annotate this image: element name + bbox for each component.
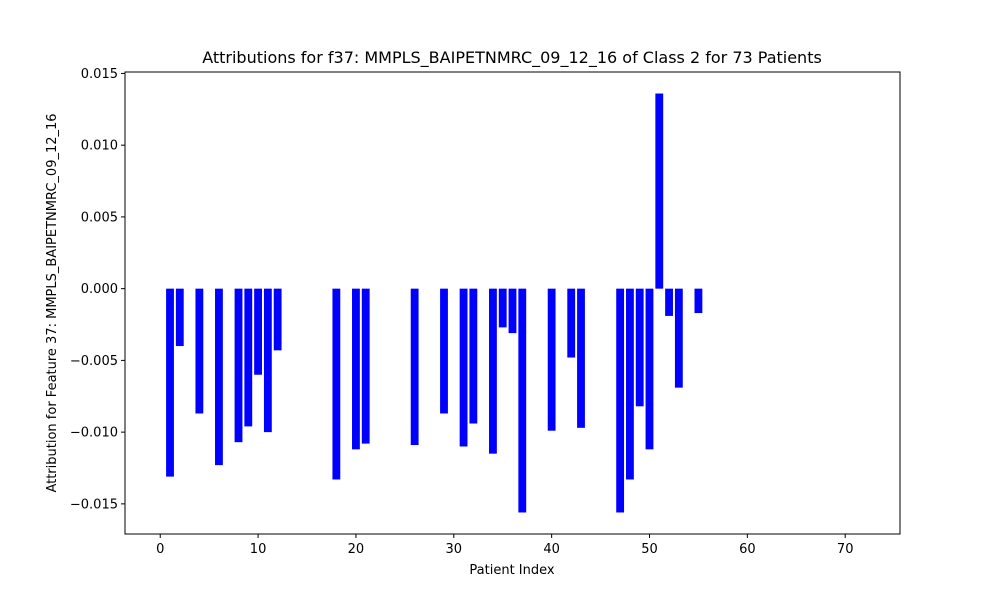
y-tick-label: −0.010 <box>70 426 118 441</box>
bar-patient-36 <box>508 288 517 334</box>
y-axis-label: Attribution for Feature 37: MMPLS_BAIPET… <box>45 113 60 492</box>
bar-patient-43 <box>577 288 585 428</box>
bar-patient-4 <box>195 288 204 414</box>
bar-patient-11 <box>263 288 272 433</box>
bar-patient-37 <box>518 288 527 513</box>
x-tick-label: 60 <box>739 542 756 557</box>
bar-patient-49 <box>635 288 644 407</box>
bar-patient-47 <box>616 288 625 513</box>
bar-patient-55 <box>694 288 703 314</box>
y-axis: −0.015 −0.010 −0.005 0.000 0.005 0.010 0.015 <box>70 67 125 512</box>
bar-patient-26 <box>410 288 419 446</box>
bars-group <box>166 93 703 513</box>
plot-frame <box>124 71 901 535</box>
chart-title: Attributions for f37: MMPLS_BAIPETNMRC_0… <box>202 48 822 68</box>
x-axis: 0 10 20 30 40 50 60 70 <box>156 534 853 557</box>
x-tick-label: 0 <box>156 542 164 557</box>
y-tick-label: −0.005 <box>70 354 118 369</box>
x-tick-label: 30 <box>446 542 463 557</box>
bar-patient-10 <box>254 288 262 375</box>
x-tick-label: 10 <box>250 542 267 557</box>
bar-patient-35 <box>498 288 507 328</box>
bar-patient-6 <box>215 288 223 466</box>
x-tick-label: 70 <box>837 542 854 557</box>
bar-patient-1 <box>166 288 174 477</box>
bar-patient-2 <box>175 288 184 347</box>
y-tick-label: 0.015 <box>81 67 118 82</box>
bar-patient-21 <box>361 288 370 444</box>
bar-patient-34 <box>489 288 497 454</box>
x-tick-label: 50 <box>641 542 658 557</box>
y-tick-label: 0.010 <box>81 139 118 154</box>
bar-patient-50 <box>645 288 654 450</box>
y-tick-label: 0.005 <box>81 210 118 225</box>
bar-patient-48 <box>626 288 634 480</box>
bar-patient-12 <box>273 288 282 351</box>
bar-patient-32 <box>469 288 478 424</box>
bar-patient-51 <box>655 93 664 289</box>
bar-patient-9 <box>244 288 253 427</box>
x-tick-label: 20 <box>348 542 365 557</box>
bar-patient-20 <box>352 288 360 450</box>
bar-patient-18 <box>332 288 341 480</box>
x-tick-label: 40 <box>543 542 560 557</box>
bar-patient-53 <box>674 288 683 388</box>
bar-patient-31 <box>459 288 468 447</box>
x-axis-label: Patient Index <box>469 563 554 578</box>
bar-patient-29 <box>440 288 448 414</box>
bar-patient-52 <box>665 288 673 316</box>
y-tick-label: 0.000 <box>81 282 118 297</box>
bar-patient-42 <box>567 288 576 358</box>
y-tick-label: −0.015 <box>70 497 118 512</box>
bar-patient-8 <box>234 288 243 443</box>
bar-patient-40 <box>547 288 556 431</box>
